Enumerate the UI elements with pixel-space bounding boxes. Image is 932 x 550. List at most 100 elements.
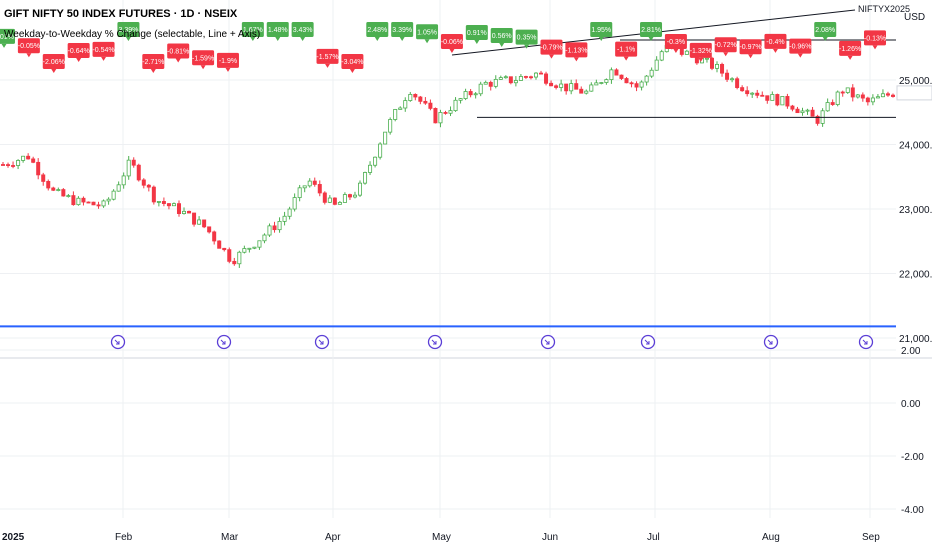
badge-box xyxy=(316,48,339,64)
candle-body xyxy=(891,94,896,97)
candle-body xyxy=(493,78,498,87)
badge-pointer xyxy=(399,37,405,41)
candle-body xyxy=(337,202,342,205)
candle-body xyxy=(805,109,810,112)
badge-pointer xyxy=(524,44,530,49)
badge-label: 1.05% xyxy=(417,29,437,36)
weekly-change-badge: -1.1% xyxy=(615,41,638,61)
month-label: May xyxy=(432,532,451,543)
badge-box xyxy=(839,40,862,56)
badge-label: -1.1% xyxy=(617,47,635,54)
weekly-change-badge: -0.96% xyxy=(789,38,811,58)
badge-label: 1.95% xyxy=(591,27,611,34)
weekly-change-badge: 2.08% xyxy=(814,22,837,41)
month-label: Apr xyxy=(325,532,341,543)
candle-body xyxy=(46,181,51,189)
candle-body xyxy=(11,165,16,167)
candle-body xyxy=(202,219,207,228)
candle-body xyxy=(428,102,433,109)
candle-body xyxy=(292,197,297,210)
price-tick-label: 23,000.0 xyxy=(899,205,932,216)
weekly-change-badge: -0.05% xyxy=(17,38,40,58)
chart-title: GIFT NIFTY 50 INDEX FUTURES · 1D · NSEIX xyxy=(4,8,238,20)
candle-body xyxy=(523,76,528,78)
event-marker-icon[interactable] xyxy=(858,334,874,350)
weekly-change-badge: -1.26% xyxy=(839,40,862,60)
candle-body xyxy=(735,78,740,88)
month-label: Jul xyxy=(647,532,660,543)
candle-body xyxy=(639,81,644,88)
candle-body xyxy=(855,94,860,98)
badge-label: 1.67% xyxy=(243,27,263,34)
badge-label: 2.08% xyxy=(815,27,835,34)
badge-pointer xyxy=(51,69,57,73)
candle-body xyxy=(358,182,363,196)
candle-body xyxy=(780,96,785,106)
candle-body xyxy=(599,82,604,84)
badge-box xyxy=(291,22,314,37)
candle-body xyxy=(232,260,237,265)
event-arrow xyxy=(114,339,120,345)
candle-body xyxy=(423,100,428,104)
badge-box xyxy=(615,41,638,57)
candle-body xyxy=(624,78,629,84)
badge-label: 3.39% xyxy=(392,27,412,34)
badge-pointer xyxy=(822,37,828,41)
event-marker-icon[interactable] xyxy=(763,334,779,350)
candle-body xyxy=(267,225,272,236)
event-marker-icon[interactable] xyxy=(540,334,556,350)
month-label: Feb xyxy=(115,532,133,543)
event-arrow xyxy=(767,339,773,345)
candle-body xyxy=(277,221,282,231)
badge-pointer xyxy=(499,42,505,47)
candle-body xyxy=(31,158,36,163)
candle-body xyxy=(393,109,398,120)
candle-body xyxy=(403,100,408,109)
candle-body xyxy=(0,164,6,166)
event-arrow xyxy=(644,339,650,345)
event-marker-icon[interactable] xyxy=(427,334,443,350)
last-price-tag xyxy=(896,85,932,101)
weekly-change-badge: 3.43% xyxy=(291,22,314,41)
candle-body xyxy=(282,215,287,222)
candle-body xyxy=(513,80,518,84)
candle-body xyxy=(765,95,770,101)
badge-label: 3.43% xyxy=(293,27,313,34)
event-arrow xyxy=(544,339,550,345)
trendline-label[interactable]: NIFTYX2025 xyxy=(858,4,910,14)
badge-label: -0.72% xyxy=(715,42,737,49)
candle-body xyxy=(810,109,815,117)
badge-box xyxy=(241,22,264,37)
candle-body xyxy=(835,91,840,105)
candle-body xyxy=(549,82,554,87)
badge-box xyxy=(864,30,886,46)
candle-body xyxy=(197,219,202,225)
badge-pointer xyxy=(872,45,878,50)
weekly-change-badge: 0.35% xyxy=(515,29,538,49)
badge-label: -0.06% xyxy=(441,39,463,46)
candle-body xyxy=(644,75,649,83)
badge-pointer xyxy=(673,48,679,53)
weekly-change-badge: 1.67% xyxy=(241,22,264,41)
event-marker-icon[interactable] xyxy=(640,334,656,350)
badge-label: 3.39% xyxy=(118,27,138,34)
event-marker-icon[interactable] xyxy=(110,334,126,350)
event-marker-icon[interactable] xyxy=(216,334,232,350)
candle-body xyxy=(725,72,730,80)
badge-pointer xyxy=(76,58,82,63)
event-marker-icon[interactable] xyxy=(314,334,330,350)
event-circle xyxy=(314,334,330,350)
candle-body xyxy=(438,112,443,124)
candle-body xyxy=(182,210,187,214)
badge-box xyxy=(366,22,389,37)
candle-body xyxy=(508,76,513,84)
candle-body xyxy=(161,201,166,204)
candle-body xyxy=(227,249,232,262)
candle-body xyxy=(21,155,26,161)
candle-body xyxy=(840,91,845,94)
candle-body xyxy=(870,97,875,103)
badge-box xyxy=(17,38,40,54)
badge-pointer xyxy=(573,57,579,62)
